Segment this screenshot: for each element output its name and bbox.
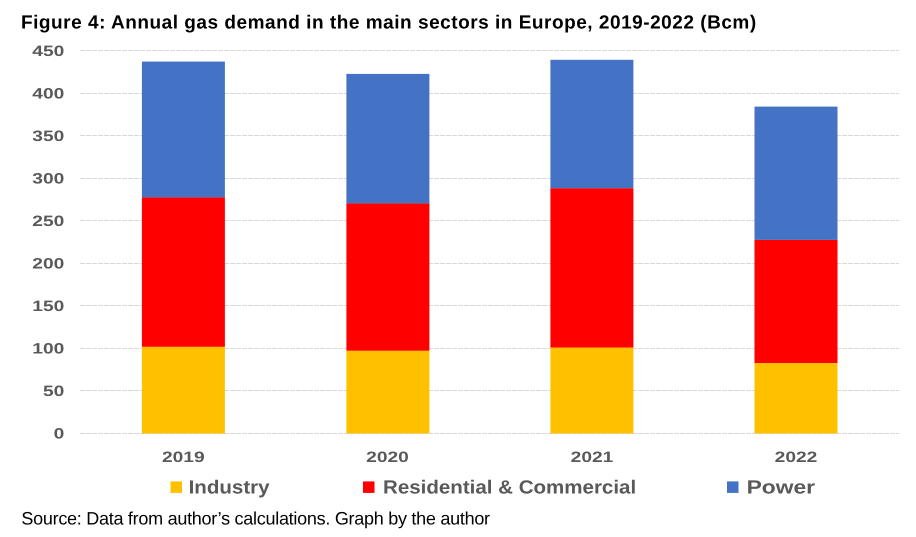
svg-text:2022: 2022 <box>775 449 818 466</box>
svg-text:450: 450 <box>32 43 64 60</box>
svg-text:200: 200 <box>32 255 64 272</box>
svg-text:300: 300 <box>32 170 64 187</box>
svg-text:2021: 2021 <box>571 449 614 466</box>
svg-text:350: 350 <box>32 128 64 145</box>
svg-text:Source: Data from author’s cal: Source: Data from author’s calculations.… <box>21 508 490 528</box>
svg-text:Industry: Industry <box>189 478 270 499</box>
svg-text:250: 250 <box>32 213 64 230</box>
svg-text:0: 0 <box>54 425 65 442</box>
svg-text:50: 50 <box>43 383 64 400</box>
svg-text:Residential & Commercial: Residential & Commercial <box>383 478 636 499</box>
svg-text:100: 100 <box>32 340 64 357</box>
svg-text:400: 400 <box>32 85 64 102</box>
svg-text:150: 150 <box>32 298 64 315</box>
svg-text:Power: Power <box>747 478 816 499</box>
svg-text:Figure 4: Annual gas demand in: Figure 4: Annual gas demand in the main … <box>21 12 757 33</box>
svg-text:2019: 2019 <box>162 449 205 466</box>
svg-text:2020: 2020 <box>366 449 409 466</box>
